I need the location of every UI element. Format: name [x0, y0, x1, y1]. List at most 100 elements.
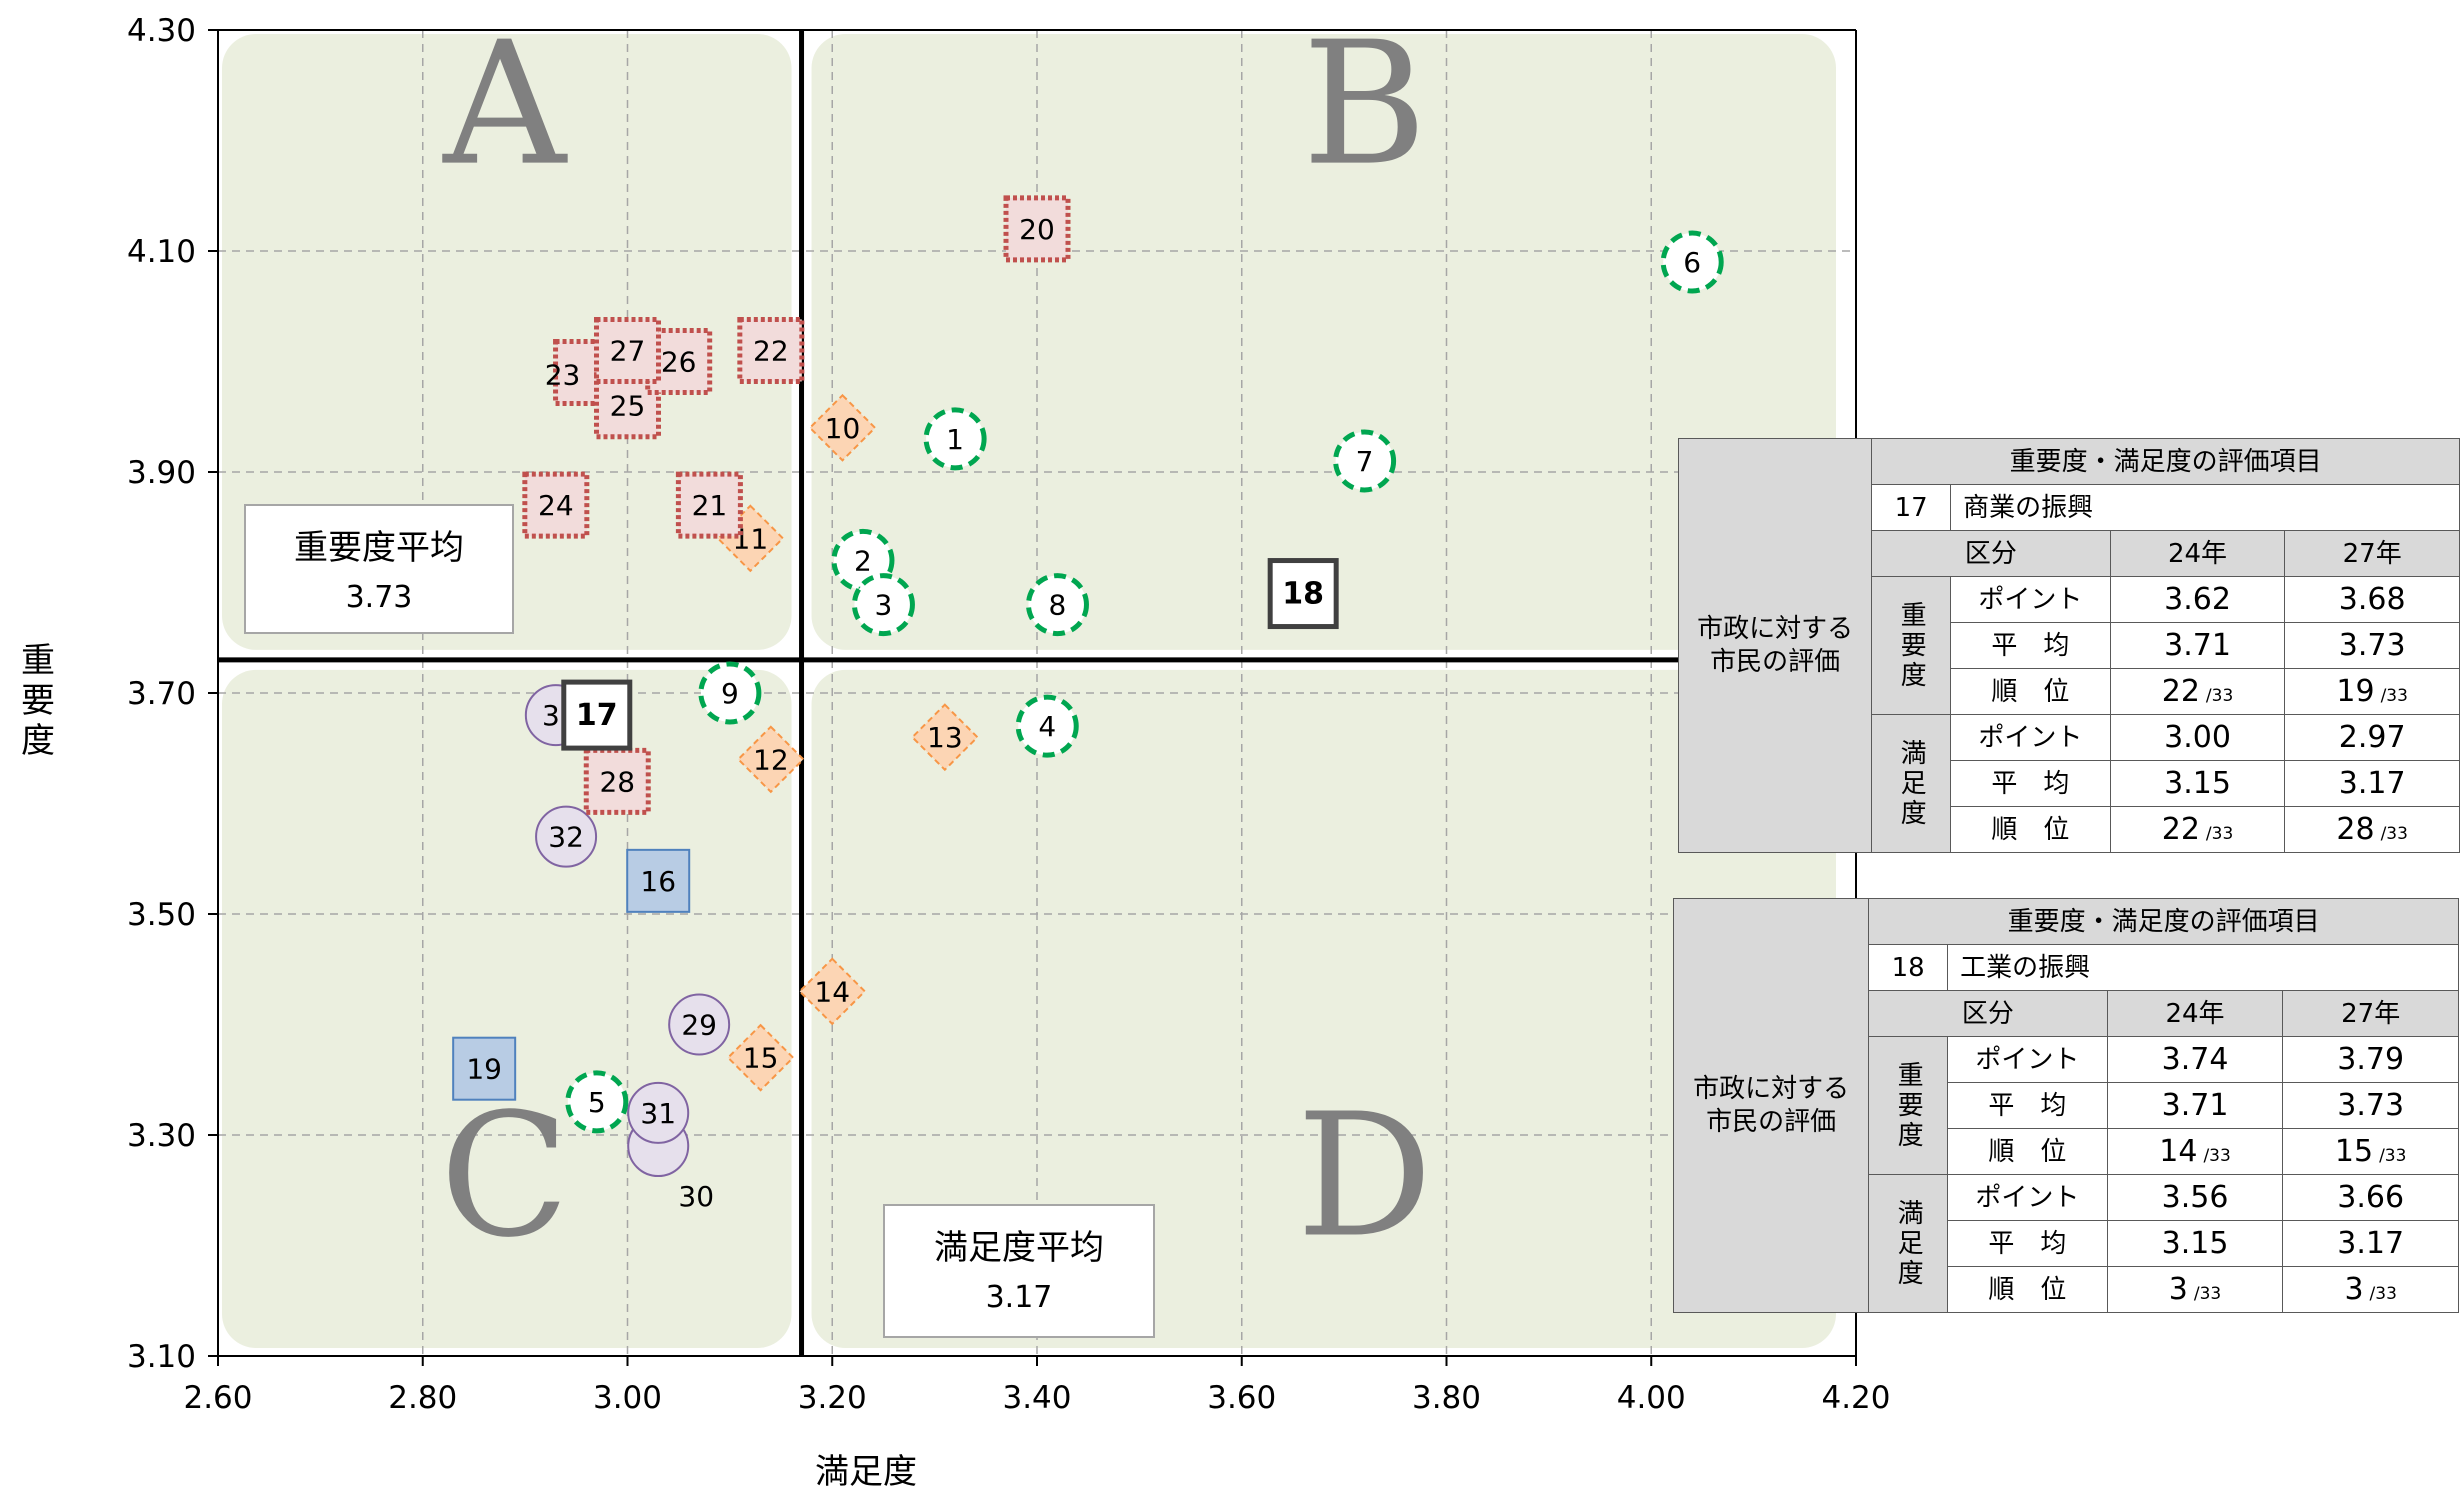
- point-label: 18: [1282, 577, 1324, 612]
- point-marker: [535, 805, 598, 868]
- importance-point-y2: 3.68: [2284, 576, 2460, 623]
- y-axis-title-char: 度: [21, 721, 55, 761]
- evaluation-table-item-18: 市政に対する 市民の評価 重要度・満足度の評価項目 18 工業の振興 区分 24…: [1672, 898, 2459, 1313]
- row-rank-label: 順 位: [1947, 1128, 2108, 1175]
- satisfaction-point-y2: 3.66: [2282, 1174, 2459, 1221]
- data-point-7: 7: [1333, 429, 1397, 493]
- point-label: 28: [599, 765, 635, 798]
- satisfaction-avg-y1: 3.15: [2106, 1220, 2284, 1267]
- eval-label: 市政に対する 市民の評価: [1677, 438, 1873, 853]
- point-label: 29: [681, 1009, 717, 1042]
- importance-label: 重要度: [1868, 1036, 1949, 1175]
- point-marker: [627, 1081, 690, 1144]
- satisfaction-average-box: [883, 1204, 1155, 1338]
- data-points: 2930313233161910111213141520212223242526…: [452, 195, 1724, 1213]
- y-tick-label: 3.30: [127, 1118, 196, 1154]
- data-point-5: 5: [565, 1070, 629, 1134]
- point-marker: [452, 1036, 517, 1101]
- data-point-6: 6: [1660, 230, 1724, 294]
- data-point-14: 14: [798, 957, 867, 1026]
- table-title: 重要度・満足度の評価項目: [1868, 898, 2459, 945]
- point-label: 6: [1683, 246, 1701, 279]
- point-marker: [1267, 558, 1339, 630]
- rank-value: 14: [2159, 1133, 2198, 1169]
- point-label: 17: [576, 698, 618, 733]
- satisfaction-avg-y1: 3.15: [2109, 760, 2286, 807]
- data-point-8: 8: [1025, 573, 1089, 637]
- data-point-27: 27: [594, 316, 661, 384]
- point-marker: [798, 957, 867, 1026]
- item-number: 18: [1868, 944, 1949, 991]
- point-label: 13: [927, 721, 963, 754]
- data-point-15: 15: [726, 1023, 795, 1092]
- evaluation-table-item-17: 市政に対する 市民の評価 重要度・満足度の評価項目 17 商業の振興 区分 24…: [1677, 438, 2460, 853]
- point-label: 19: [466, 1053, 502, 1086]
- point-marker: [561, 679, 633, 751]
- y-tick-label: 3.10: [127, 1339, 196, 1375]
- quadrant-bg-a: [222, 34, 792, 650]
- quadrant-labels: A B C D: [440, 6, 1433, 1276]
- y-tick-label: 3.90: [127, 455, 196, 491]
- axis-labels: 満足度 重要度: [21, 641, 917, 1491]
- quadrant-bg-b: [811, 34, 1836, 650]
- point-marker: [626, 848, 691, 913]
- point-label: 4: [1038, 710, 1056, 743]
- average-boxes: 重要度平均 3.73 満足度平均 3.17: [244, 504, 1155, 1338]
- quadrant-bg-d: [811, 669, 1836, 1348]
- average-lines: [218, 30, 1876, 1356]
- point-label: 10: [825, 412, 861, 445]
- importance-avg-y1: 3.71: [2109, 622, 2286, 669]
- importance-label: 重要度: [1871, 576, 1952, 715]
- point-label: 26: [661, 346, 697, 379]
- point-label: 22: [753, 334, 789, 367]
- x-tick-label: 3.60: [1207, 1380, 1276, 1416]
- point-label: 32: [548, 821, 584, 854]
- rank-value: 22: [2161, 811, 2200, 847]
- x-axis-title: 満足度: [815, 1452, 917, 1491]
- quadrant-backgrounds: [222, 34, 1836, 1348]
- y-tick-label: 3.50: [127, 897, 196, 933]
- data-point-28: 28: [583, 747, 651, 815]
- year1-header: 24年: [2106, 990, 2284, 1037]
- data-point-13: 13: [910, 703, 979, 772]
- point-marker: [910, 703, 979, 772]
- data-point-4: 4: [1015, 694, 1079, 758]
- satisfaction-average-value: 3.17: [986, 1280, 1053, 1315]
- point-label: 7: [1356, 445, 1374, 478]
- importance-avg-y1: 3.71: [2106, 1082, 2284, 1129]
- point-marker: [594, 316, 661, 384]
- point-marker: [668, 993, 731, 1056]
- point-marker: [726, 1023, 795, 1092]
- item-number: 17: [1871, 484, 1952, 531]
- item-name: 商業の振興: [1950, 484, 2460, 531]
- point-label: 30: [678, 1180, 714, 1213]
- rank-total: /33: [2369, 1283, 2397, 1304]
- table-title: 重要度・満足度の評価項目: [1871, 438, 2460, 485]
- rank-total: /33: [2203, 1145, 2231, 1166]
- x-tick-label: 3.40: [1002, 1380, 1071, 1416]
- data-point-16: 16: [626, 848, 691, 913]
- row-avg-label: 平 均: [1947, 1082, 2108, 1129]
- data-point-10: 10: [808, 393, 877, 462]
- row-point-label: ポイント: [1950, 714, 2111, 761]
- rank-total: /33: [2379, 1145, 2407, 1166]
- x-tick-label: 2.60: [183, 1380, 252, 1416]
- importance-rank-y2: 19/33: [2284, 668, 2460, 715]
- x-tick-label: 4.20: [1821, 1380, 1890, 1416]
- row-avg-label: 平 均: [1947, 1220, 2108, 1267]
- row-rank-label: 順 位: [1947, 1266, 2108, 1313]
- rank-total: /33: [2205, 685, 2234, 706]
- point-marker: [522, 471, 590, 539]
- point-marker: [851, 573, 915, 637]
- data-point-20: 20: [1003, 195, 1071, 263]
- row-rank-label: 順 位: [1950, 668, 2111, 715]
- point-label: 21: [692, 489, 728, 522]
- point-label: 15: [743, 1042, 779, 1075]
- rank-total: /33: [2380, 823, 2408, 844]
- data-point-29: 29: [668, 993, 731, 1056]
- y-tick-label: 4.30: [127, 13, 196, 49]
- satisfaction-rank-y1: 3/33: [2106, 1266, 2284, 1313]
- point-label: 9: [721, 677, 739, 710]
- importance-avg-y2: 3.73: [2284, 622, 2460, 669]
- point-label: 3: [875, 589, 893, 622]
